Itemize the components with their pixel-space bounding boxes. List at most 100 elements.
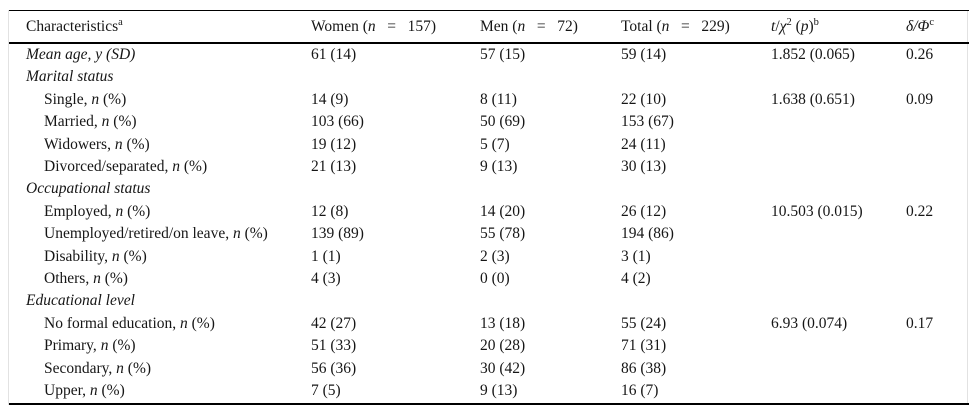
characteristic-cell: Primary, n (%) (9, 335, 311, 357)
italic-n: n (91, 90, 100, 108)
stat-slash: / (775, 17, 780, 35)
characteristic-cell: Unemployed/retired/on leave, n (%) (9, 223, 311, 245)
header-row: Characteristicsa Women (n = 157) Men (n … (9, 10, 969, 44)
row-label: Occupational status (26, 180, 151, 198)
men-value: 5 (7) (480, 135, 510, 153)
footnote-marker-c: c (929, 16, 934, 28)
effect-size-value (906, 223, 969, 245)
table-row-secondary: Secondary, n (%) 56 (36) 30 (42) 86 (38) (9, 358, 969, 380)
sample-characteristics-table: Characteristicsa Women (n = 157) Men (n … (9, 10, 969, 405)
stat-paren: ) (808, 17, 814, 35)
table-row-mean-age: Mean age, y (SD) 61 (14) 57 (15) 59 (14)… (9, 43, 969, 66)
men-value: 13 (18) (480, 314, 526, 332)
row-label: Divorced/separated, (44, 158, 173, 176)
italic-n: n (172, 158, 180, 176)
women-value: 42 (27) (311, 314, 357, 332)
characteristic-cell: Others, n (%) (9, 268, 311, 290)
effect-size-value (906, 380, 969, 403)
stat-value: 1.852 (0.065) (771, 46, 855, 63)
characteristic-cell: Widowers, n (%) (9, 134, 311, 156)
header-label: Characteristics (26, 17, 119, 35)
effect-size-value: 0.22 (906, 202, 934, 220)
women-value: 51 (33) (311, 337, 357, 355)
row-label: Employed, (44, 202, 116, 220)
stat-value (771, 335, 906, 357)
men-value: 2 (3) (480, 247, 510, 265)
column-header-statistic: t/χ2 (p)b (771, 10, 906, 44)
row-label: Secondary, (44, 359, 117, 377)
men-value: 0 (0) (480, 270, 510, 288)
characteristic-cell: Married, n (%) (9, 111, 311, 133)
women-value: 21 (13) (311, 158, 357, 176)
table-row-no-formal-education: No formal education, n (%) 42 (27) 13 (1… (9, 313, 969, 335)
section-label: Educational level (9, 290, 311, 312)
total-value: 16 (7) (621, 382, 659, 400)
men-value: 20 (28) (480, 337, 526, 355)
row-label: Others, (44, 270, 94, 288)
header-label: Women ( (311, 17, 368, 35)
stat-value: 10.503 (0.015) (771, 202, 863, 220)
characteristic-cell: Mean age, y (SD) (9, 43, 311, 66)
women-value: 103 (66) (311, 113, 364, 131)
row-label-suffix: (%) (109, 113, 137, 131)
section-row-educational-level: Educational level (9, 290, 969, 312)
effect-size-value (906, 111, 969, 133)
section-label: Marital status (9, 66, 311, 88)
chi-symbol: χ (779, 17, 787, 35)
women-value: 14 (9) (311, 90, 349, 108)
row-label-suffix: (%) (180, 158, 208, 176)
header-label: = 229) (669, 17, 730, 35)
row-label: Married, (44, 113, 102, 131)
row-label: No formal education, (44, 314, 181, 332)
italic-n: n (93, 270, 101, 288)
total-value: 4 (2) (621, 270, 651, 288)
table-body: Mean age, y (SD) 61 (14) 57 (15) 59 (14)… (9, 43, 969, 404)
header-label: = 72) (525, 17, 578, 35)
men-value: 30 (42) (480, 359, 526, 377)
table-row-disability: Disability, n (%) 1 (1) 2 (3) 3 (1) (9, 246, 969, 268)
italic-n: n (661, 17, 670, 35)
men-value: 55 (78) (480, 225, 526, 243)
italic-n: n (115, 202, 124, 220)
effect-size-value (906, 268, 969, 290)
row-label-suffix: (%) (123, 359, 152, 377)
italic-n: n (111, 247, 120, 265)
stat-value (771, 246, 906, 268)
effect-size-value (906, 134, 969, 156)
stat-value (771, 223, 906, 245)
stat-value: 6.93 (0.074) (771, 314, 848, 332)
row-label-suffix: (%) (240, 225, 268, 243)
total-value: 59 (14) (621, 46, 667, 63)
italic-n: n (232, 225, 241, 243)
column-header-characteristics: Characteristicsa (9, 10, 311, 44)
table-row-upper: Upper, n (%) 7 (5) 9 (13) 16 (7) (9, 380, 969, 403)
footnote-marker-a: a (118, 16, 123, 28)
characteristic-cell: Upper, n (%) (9, 380, 311, 403)
total-value: 194 (86) (621, 225, 674, 243)
row-label: Disability, (44, 247, 112, 265)
stat-value (771, 156, 906, 178)
delta-phi-symbol: δ/Φ (906, 17, 930, 35)
total-value: 30 (13) (621, 158, 667, 176)
row-label-suffix: (%) (123, 202, 151, 220)
characteristic-cell: Employed, n (%) (9, 201, 311, 223)
stat-p: p (800, 17, 809, 35)
effect-size-value (906, 246, 969, 268)
effect-size-value (906, 358, 969, 380)
table-row-divorced-separated: Divorced/separated, n (%) 21 (13) 9 (13)… (9, 156, 969, 178)
column-header-men: Men (n = 72) (480, 10, 621, 44)
table-row-others: Others, n (%) 4 (3) 0 (0) 4 (2) (9, 268, 969, 290)
italic-n: n (367, 17, 376, 35)
italic-n: n (114, 135, 123, 153)
row-label-suffix: (%) (122, 135, 150, 153)
stat-value (771, 358, 906, 380)
italic-n: n (101, 113, 110, 131)
row-label-suffix: (%) (187, 314, 215, 332)
section-row-occupational-status: Occupational status (9, 178, 969, 200)
table-header: Characteristicsa Women (n = 157) Men (n … (9, 10, 969, 44)
total-value: 3 (1) (621, 247, 651, 265)
total-value: 71 (31) (621, 337, 667, 355)
characteristic-cell: Secondary, n (%) (9, 358, 311, 380)
column-header-total: Total (n = 229) (621, 10, 771, 44)
